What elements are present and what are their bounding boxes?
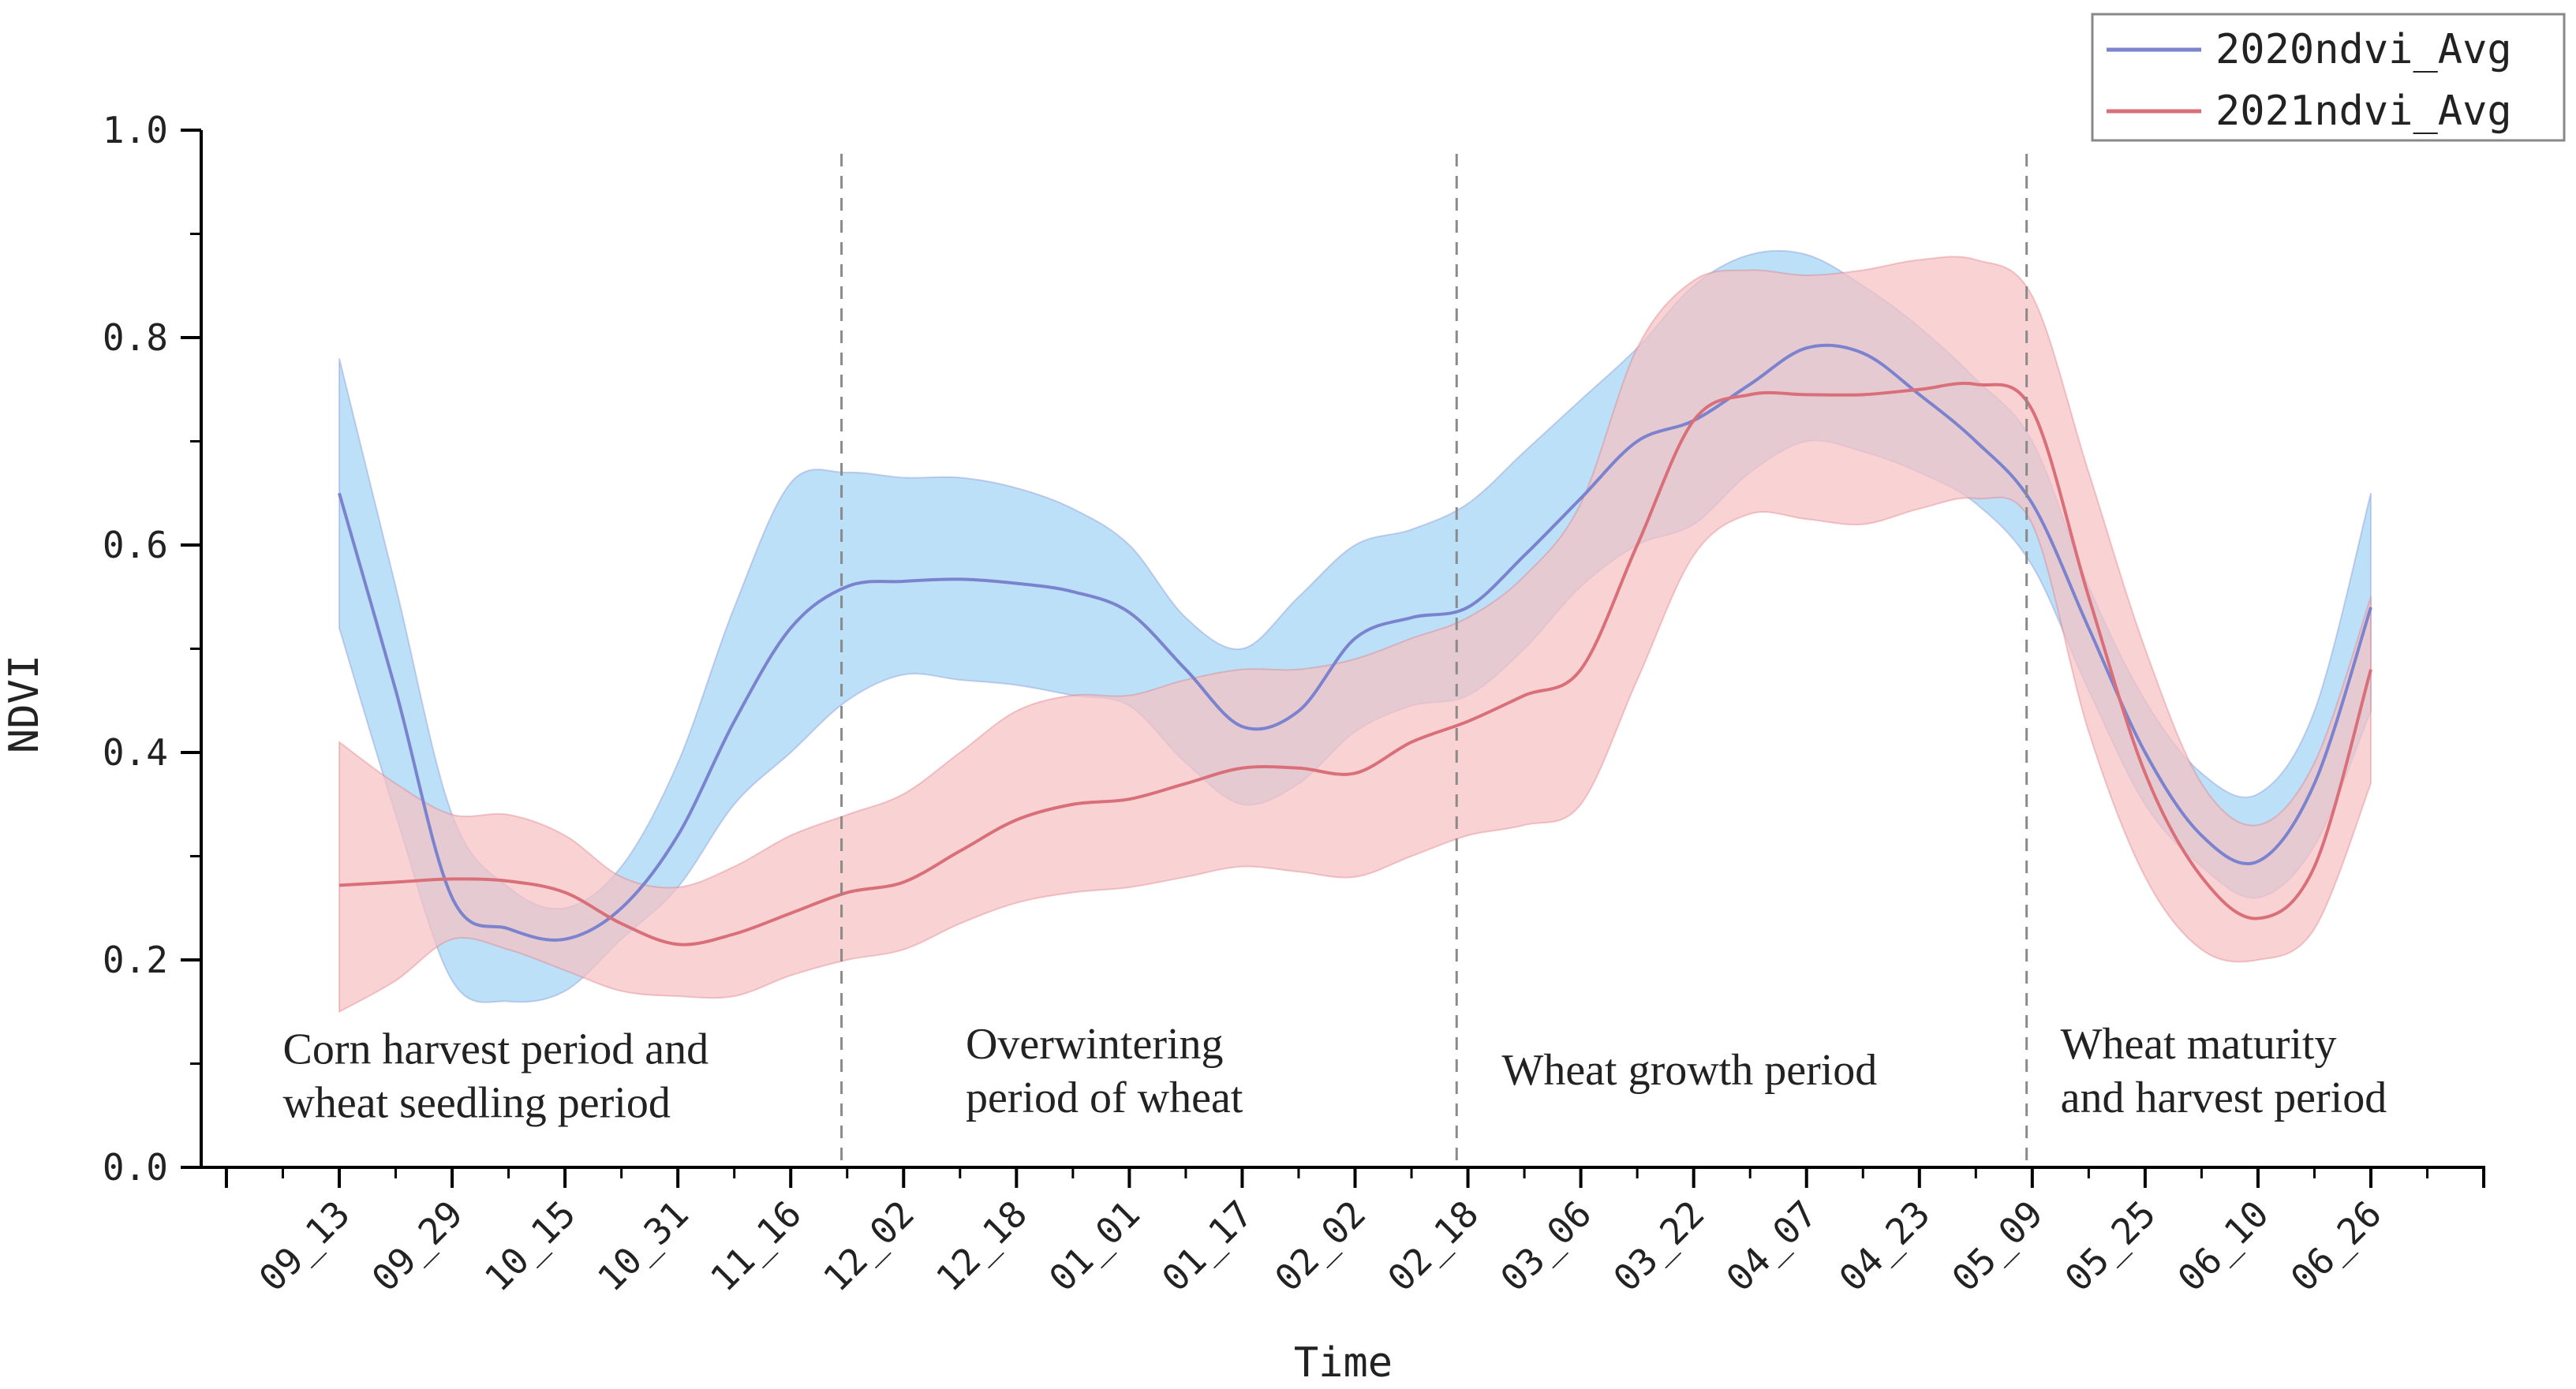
period-dividers — [840, 154, 2028, 1167]
x-tick-label-01_01: 01_01 — [1041, 1193, 1148, 1300]
legend-label-2020ndvi_Avg: 2020ndvi_Avg — [2215, 26, 2512, 73]
period-annotation-3-line-1: Wheat growth period — [1501, 1046, 1877, 1095]
x-tick-label-12_18: 12_18 — [928, 1193, 1035, 1300]
y-axis-title: NDVI — [1, 655, 48, 753]
x-tick-label-10_15: 10_15 — [477, 1193, 584, 1300]
legend-box — [2091, 13, 2566, 142]
confidence-bands — [338, 249, 2372, 1014]
x-tick-label-10_31: 10_31 — [589, 1193, 697, 1300]
period-annotation-4-line-1: Wheat maturity — [2061, 1020, 2337, 1069]
x-tick-label-01_17: 01_17 — [1153, 1193, 1261, 1300]
x-tick-label-04_07: 04_07 — [1718, 1193, 1825, 1300]
x-tick-label-06_26: 06_26 — [2283, 1193, 2390, 1300]
period-annotations: Corn harvest period and wheat seedling pe… — [282, 1020, 2387, 1128]
period-annotation-4-line-2: and harvest period — [2061, 1073, 2387, 1122]
period-annotation-2-line-1: Overwintering — [966, 1020, 1224, 1069]
legend: 2020ndvi_Avg 2021ndvi_Avg — [2091, 13, 2566, 142]
x-tick-label-03_22: 03_22 — [1605, 1193, 1712, 1300]
line-2021ndvi_Avg — [338, 381, 2372, 947]
x-tick-label-11_16: 11_16 — [702, 1193, 809, 1300]
y-tick-label-0.4: 0.4 — [103, 731, 168, 774]
period-annotation-1-line-1: Corn harvest period and — [282, 1025, 708, 1074]
y-tick-label-0.8: 0.8 — [103, 316, 168, 359]
period-annotation-1-line-2: wheat seedling period — [282, 1079, 670, 1128]
x-tick-label-05_25: 05_25 — [2057, 1193, 2164, 1300]
x-tick-label-09_29: 09_29 — [364, 1193, 471, 1300]
legend-label-2021ndvi_Avg: 2021ndvi_Avg — [2215, 88, 2512, 135]
line-2020ndvi_Avg — [338, 343, 2372, 942]
x-tick-label-05_09: 05_09 — [1944, 1193, 2051, 1300]
x-tick-label-02_18: 02_18 — [1379, 1193, 1486, 1300]
x-tick-label-03_06: 03_06 — [1492, 1193, 1599, 1300]
series-lines — [338, 343, 2372, 947]
x-tick-label-12_02: 12_02 — [815, 1193, 922, 1300]
x-axis-title: Time — [1294, 1339, 1393, 1387]
band-2021ndvi_Avg — [338, 256, 2372, 1014]
period-annotation-1: Corn harvest period and wheat seedling pe… — [282, 1025, 708, 1128]
period-annotation-3: Wheat growth period — [1501, 1046, 1877, 1095]
period-annotation-2-line-2: period of wheat — [966, 1073, 1243, 1122]
y-tick-label-1.0: 1.0 — [103, 109, 168, 151]
x-tick-label-04_23: 04_23 — [1830, 1193, 1938, 1300]
y-tick-label-0.2: 0.2 — [103, 939, 168, 981]
x-tick-label-02_02: 02_02 — [1266, 1193, 1374, 1300]
y-tick-label-0.6: 0.6 — [103, 524, 168, 566]
x-tick-label-09_13: 09_13 — [251, 1193, 358, 1300]
y-tick-label-0.0: 0.0 — [103, 1146, 168, 1189]
x-tick-label-06_10: 06_10 — [2170, 1193, 2277, 1300]
